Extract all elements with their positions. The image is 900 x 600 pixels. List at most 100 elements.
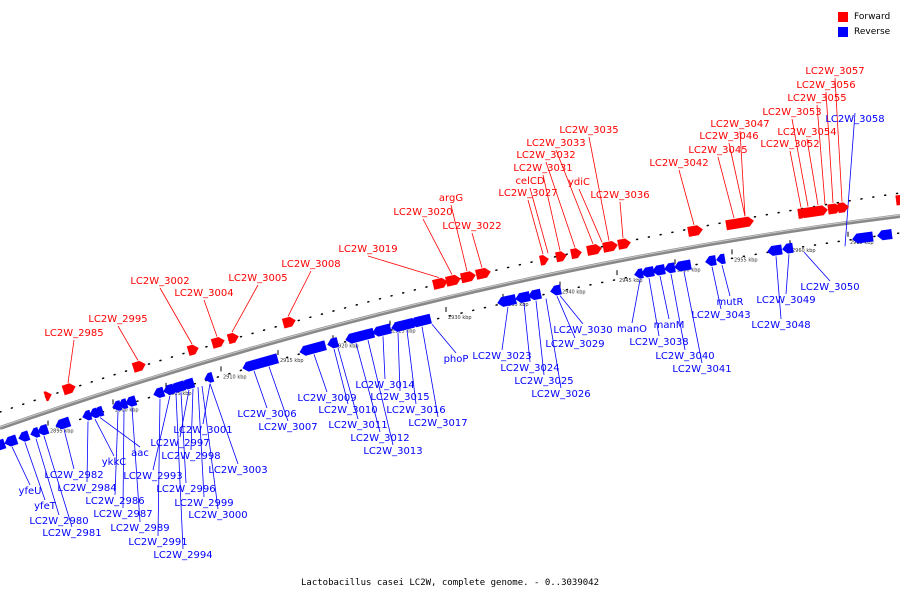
reverse-gene[interactable] <box>549 284 562 296</box>
forward-gene[interactable] <box>837 202 849 214</box>
forward-gene-label[interactable]: LC2W_3057 <box>805 66 864 77</box>
reverse-gene[interactable] <box>409 313 432 329</box>
forward-gene-label[interactable]: LC2W_3036 <box>590 190 649 201</box>
reverse-gene-label[interactable]: LC2W_3017 <box>408 418 467 429</box>
reverse-gene[interactable] <box>93 405 105 418</box>
reverse-gene-label[interactable]: LC2W_2984 <box>57 483 116 494</box>
reverse-gene-label[interactable]: LC2W_2991 <box>128 537 187 548</box>
reverse-gene[interactable] <box>29 426 41 439</box>
forward-gene[interactable] <box>617 238 632 250</box>
reverse-gene-label[interactable]: LC2W_2998 <box>161 451 220 462</box>
reverse-gene-label[interactable]: LC2W_3058 <box>825 114 884 125</box>
forward-gene-label[interactable]: LC2W_3045 <box>688 145 747 156</box>
forward-gene[interactable] <box>895 194 900 206</box>
reverse-gene[interactable] <box>81 409 93 422</box>
reverse-gene-label[interactable]: manO <box>617 324 647 335</box>
forward-gene-label[interactable]: LC2W_3056 <box>796 80 855 91</box>
forward-gene[interactable] <box>602 240 619 253</box>
reverse-gene-label[interactable]: LC2W_3049 <box>756 295 815 306</box>
forward-gene[interactable] <box>281 315 297 329</box>
reverse-gene[interactable] <box>640 266 655 278</box>
reverse-gene-label[interactable]: LC2W_3006 <box>237 409 296 420</box>
forward-gene-label[interactable]: LC2W_3055 <box>787 93 846 104</box>
reverse-gene-label[interactable]: LC2W_2993 <box>123 471 182 482</box>
reverse-gene-label[interactable]: LC2W_3001 <box>173 425 232 436</box>
forward-gene-label[interactable]: LC2W_3008 <box>281 259 340 270</box>
reverse-gene[interactable] <box>256 353 280 368</box>
reverse-gene-label[interactable]: LC2W_3023 <box>472 351 531 362</box>
forward-gene[interactable] <box>810 205 828 217</box>
forward-gene[interactable] <box>827 203 841 215</box>
forward-gene-label[interactable]: argG <box>439 193 463 204</box>
forward-gene[interactable] <box>61 382 77 396</box>
forward-gene[interactable] <box>131 359 147 373</box>
reverse-gene-label[interactable]: LC2W_3041 <box>672 364 731 375</box>
reverse-gene-label[interactable]: LC2W_3013 <box>363 446 422 457</box>
reverse-gene[interactable] <box>0 438 7 453</box>
forward-gene-label[interactable]: LC2W_3033 <box>526 138 585 149</box>
reverse-gene-label[interactable]: phoP <box>444 354 469 365</box>
forward-gene-label[interactable]: LC2W_2995 <box>88 314 147 325</box>
reverse-gene-label[interactable]: LC2W_2997 <box>150 438 209 449</box>
forward-gene[interactable] <box>570 247 583 260</box>
reverse-gene-label[interactable]: LC2W_3012 <box>350 433 409 444</box>
forward-gene[interactable] <box>738 216 754 229</box>
reverse-gene[interactable] <box>766 244 783 256</box>
reverse-gene[interactable] <box>704 255 717 267</box>
reverse-gene[interactable] <box>633 268 644 279</box>
reverse-gene-label[interactable]: LC2W_3030 <box>553 325 612 336</box>
reverse-gene-label[interactable]: ykkC <box>102 457 127 468</box>
reverse-gene-label[interactable]: LC2W_2981 <box>42 528 101 539</box>
reverse-gene-label[interactable]: LC2W_3016 <box>386 405 445 416</box>
forward-gene[interactable] <box>186 343 200 356</box>
reverse-gene-label[interactable]: LC2W_3009 <box>297 393 356 404</box>
forward-gene[interactable] <box>445 274 462 287</box>
forward-gene-label[interactable]: celCD <box>515 176 544 187</box>
forward-gene-label[interactable]: LC2W_3053 <box>762 107 821 118</box>
forward-gene[interactable] <box>226 331 240 345</box>
reverse-gene-label[interactable]: LC2W_3048 <box>751 320 810 331</box>
reverse-gene-label[interactable]: LC2W_3014 <box>355 380 414 391</box>
reverse-gene[interactable] <box>663 262 676 274</box>
reverse-gene-label[interactable]: mutR <box>717 297 744 308</box>
forward-gene-label[interactable]: LC2W_3005 <box>228 273 287 284</box>
reverse-gene-label[interactable]: LC2W_3043 <box>691 310 750 321</box>
reverse-gene-label[interactable]: LC2W_3038 <box>629 337 688 348</box>
reverse-gene[interactable] <box>241 357 265 373</box>
reverse-gene[interactable] <box>496 294 517 308</box>
reverse-gene-label[interactable]: yfeT <box>34 501 57 512</box>
forward-gene[interactable] <box>432 277 449 290</box>
forward-gene[interactable] <box>210 336 226 349</box>
reverse-gene-label[interactable]: LC2W_2986 <box>85 496 144 507</box>
reverse-gene[interactable] <box>344 330 365 344</box>
reverse-gene-label[interactable]: LC2W_2987 <box>93 509 152 520</box>
forward-gene[interactable] <box>586 243 603 256</box>
reverse-gene-label[interactable]: LC2W_3050 <box>800 282 859 293</box>
reverse-gene-label[interactable]: LC2W_2999 <box>174 498 233 509</box>
reverse-gene-label[interactable]: aac <box>131 448 149 459</box>
reverse-gene-label[interactable]: LC2W_3011 <box>328 420 387 431</box>
forward-gene[interactable] <box>687 224 704 237</box>
reverse-gene-label[interactable]: LC2W_3007 <box>258 422 317 433</box>
forward-gene-label[interactable]: LC2W_3047 <box>710 119 769 130</box>
reverse-gene[interactable] <box>371 323 392 338</box>
reverse-gene-label[interactable]: LC2W_2996 <box>156 484 215 495</box>
reverse-gene-label[interactable]: LC2W_2989 <box>110 523 169 534</box>
reverse-gene-label[interactable]: LC2W_3015 <box>370 392 429 403</box>
reverse-gene-label[interactable]: LC2W_3029 <box>545 339 604 350</box>
forward-gene-label[interactable]: LC2W_3019 <box>338 244 397 255</box>
forward-gene-label[interactable]: LC2W_3052 <box>760 139 819 150</box>
reverse-gene[interactable] <box>17 430 31 443</box>
forward-gene-label[interactable]: LC2W_2985 <box>44 328 103 339</box>
forward-gene-label[interactable]: LC2W_3035 <box>559 125 618 136</box>
reverse-gene[interactable] <box>54 416 72 431</box>
reverse-gene-label[interactable]: LC2W_3003 <box>208 465 267 476</box>
reverse-gene-label[interactable]: LC2W_3000 <box>188 510 247 521</box>
reverse-gene[interactable] <box>117 398 129 410</box>
reverse-gene-label[interactable]: LC2W_3024 <box>500 363 559 374</box>
reverse-gene[interactable] <box>203 372 215 384</box>
forward-gene-label[interactable]: LC2W_3022 <box>442 221 501 232</box>
forward-gene-label[interactable]: LC2W_3027 <box>498 188 557 199</box>
reverse-gene-label[interactable]: LC2W_2994 <box>153 550 212 561</box>
reverse-gene[interactable] <box>396 317 415 332</box>
